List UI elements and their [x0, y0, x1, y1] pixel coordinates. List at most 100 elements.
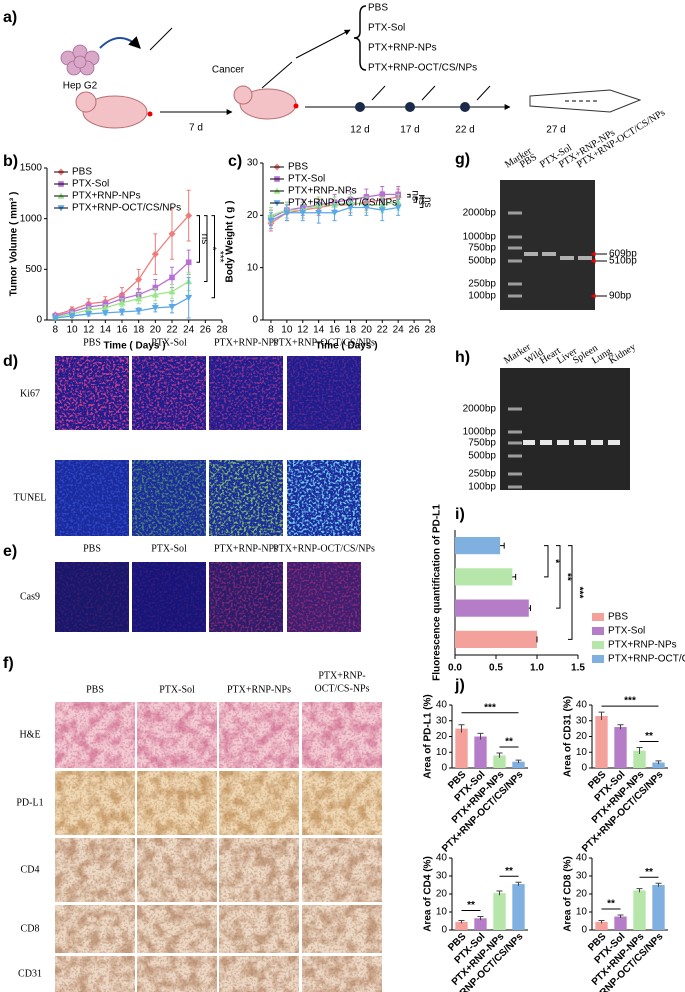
image-texture: [302, 905, 382, 953]
x-tick-label: 20: [150, 325, 162, 336]
row-label: CD31: [18, 968, 42, 979]
marker: [135, 275, 143, 283]
image-texture: [219, 956, 299, 992]
legend-label: PTX-Sol: [608, 626, 645, 637]
y-tick-label: 40: [436, 700, 448, 711]
image-texture: [132, 356, 206, 430]
significance-label: *: [549, 559, 560, 563]
legend-label: PTX+RNP-OCT/CS/NPs: [608, 654, 685, 665]
image-texture: [137, 905, 217, 953]
y-tick-label: 10: [576, 747, 588, 758]
y-tick-label: 20: [576, 731, 588, 742]
legend-label: PBS: [288, 162, 308, 173]
image-texture: [55, 702, 135, 768]
x-tick-label: 18: [345, 325, 357, 336]
y-axis-title: Body Weight ( g ): [225, 200, 236, 282]
x-tick-label: 8: [268, 325, 274, 336]
x-tick-label: 24: [393, 325, 405, 336]
panel-label: f): [3, 655, 14, 672]
marker: [315, 209, 323, 217]
syringe: [149, 27, 173, 51]
marker: [151, 291, 159, 298]
ladder-label: 2000bp: [463, 208, 497, 219]
bar: [633, 890, 646, 930]
x-tick-label: 24: [183, 325, 195, 336]
column-header: PTX-Sol: [151, 543, 187, 554]
image-texture: [302, 956, 382, 992]
marker: [168, 304, 176, 311]
panel-label: a): [3, 9, 17, 26]
image-texture: [55, 905, 135, 953]
mouse-head: [233, 85, 253, 105]
legend-label: PTX+RNP-NPs: [72, 191, 141, 202]
ladder-band: [508, 246, 522, 250]
error-bar: [636, 747, 643, 754]
ladder-band: [508, 430, 522, 434]
bar: [455, 599, 529, 617]
marker: [51, 315, 59, 322]
gel-band: [574, 440, 586, 445]
legend-swatch: [592, 641, 604, 649]
panel-label: c): [228, 153, 242, 170]
marker: [267, 217, 275, 225]
ladder-band: [508, 407, 522, 411]
image-texture: [55, 356, 129, 430]
marker: [101, 310, 109, 317]
y-axis-title: Area of PD-L1 (%): [423, 694, 434, 778]
image-texture: [219, 838, 299, 902]
marker: [346, 204, 354, 211]
x-tick-label: 0.0: [448, 663, 462, 674]
error-bar: [477, 732, 484, 740]
bar: [512, 884, 525, 930]
cell-cluster: [60, 44, 100, 76]
column-header: PTX+RNP-: [318, 670, 365, 681]
x-axis-title: Time ( Days ): [103, 341, 165, 352]
significance-label: ***: [484, 702, 496, 713]
significance-label: ***: [624, 696, 636, 707]
legend-label: PTX+RNP-OCT/CS/NPs: [288, 198, 397, 209]
x-tick-label: 22: [166, 325, 178, 336]
bar: [455, 537, 501, 555]
x-tick-label: 14: [313, 325, 325, 336]
y-tick-label: 20: [436, 731, 448, 742]
x-tick-label: 20: [361, 325, 373, 336]
tumor-dot: [147, 111, 153, 117]
image-texture: [302, 838, 382, 902]
marker: [185, 212, 193, 220]
column-header: PBS: [83, 543, 101, 554]
significance-label: **: [505, 866, 513, 877]
significance-label: **: [607, 899, 615, 910]
error-bar: [528, 605, 531, 612]
y-tick-label: 40: [436, 853, 448, 864]
y-axis-title: Area of CD4 (%): [423, 856, 434, 932]
image-texture: [219, 838, 299, 902]
image-texture: [55, 771, 135, 835]
arrow: [295, 29, 351, 59]
image-texture: [209, 562, 283, 632]
error-bar: [617, 914, 624, 918]
image-texture: [55, 460, 129, 536]
y-tick-label: 30: [576, 715, 588, 726]
y-tick-label: 500: [25, 264, 42, 275]
ladder-label: 1000bp: [463, 427, 497, 438]
y-tick-label: 30: [436, 715, 448, 726]
y-axis-title: Area of CD8 (%): [563, 856, 574, 932]
x-tick-label: 26: [409, 325, 421, 336]
image-texture: [302, 956, 382, 992]
row-label: TUNEL: [14, 492, 47, 503]
error-bar: [515, 881, 522, 886]
bar: [633, 750, 646, 768]
marker: [169, 274, 175, 281]
column-header: PTX+RNP-OCT/CS/NPs: [273, 543, 375, 554]
image-texture: [219, 702, 299, 768]
gel-band: [560, 256, 574, 260]
y-tick-label: 40: [576, 853, 588, 864]
ladder-label: 100bp: [468, 291, 496, 302]
significance-label: **: [505, 737, 513, 748]
x-tick-label: 1.0: [530, 663, 544, 674]
mouse-head: [75, 91, 97, 113]
column-header: OCT/CS-NPs: [314, 683, 369, 694]
gel-band: [540, 440, 552, 445]
